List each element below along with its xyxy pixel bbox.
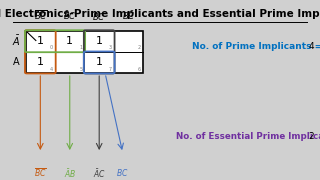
Text: 0: 0 (50, 45, 53, 50)
Text: No. of Essential Prime Implicants =: No. of Essential Prime Implicants = (176, 132, 320, 141)
Text: 1: 1 (37, 57, 44, 68)
Text: 2: 2 (308, 132, 314, 141)
Text: 1: 1 (79, 45, 82, 50)
Bar (26, 31, 143, 73)
Text: 6: 6 (138, 67, 141, 72)
Text: 2: 2 (138, 45, 141, 50)
Text: $B\bar{C}$: $B\bar{C}$ (122, 10, 135, 22)
Text: Digital Electronics-Prime Implicants and Essential Prime Implicants: Digital Electronics-Prime Implicants and… (0, 9, 320, 19)
Text: 3: 3 (108, 45, 112, 50)
Text: No. of Prime Implicants =: No. of Prime Implicants = (192, 42, 320, 51)
Text: $BC$: $BC$ (116, 167, 129, 178)
Text: 1: 1 (66, 36, 73, 46)
Text: 4: 4 (309, 42, 315, 51)
Text: $\bar{A}C$: $\bar{A}C$ (93, 167, 106, 180)
Text: $\bar{A}B$: $\bar{A}B$ (64, 167, 76, 180)
Text: $\bar{A}$: $\bar{A}$ (12, 34, 21, 48)
Text: 7: 7 (108, 67, 112, 72)
Text: 1: 1 (37, 36, 44, 46)
Text: 4: 4 (50, 67, 53, 72)
Text: $\overline{BC}$: $\overline{BC}$ (34, 8, 47, 22)
Text: A: A (13, 57, 20, 68)
Text: 5: 5 (79, 67, 82, 72)
Text: $BC$: $BC$ (92, 12, 106, 22)
Text: $\overline{BC}$: $\overline{BC}$ (34, 167, 47, 179)
Text: $\bar{B}C$: $\bar{B}C$ (63, 10, 76, 22)
Text: 1: 1 (96, 36, 103, 46)
Text: 1: 1 (96, 57, 103, 68)
